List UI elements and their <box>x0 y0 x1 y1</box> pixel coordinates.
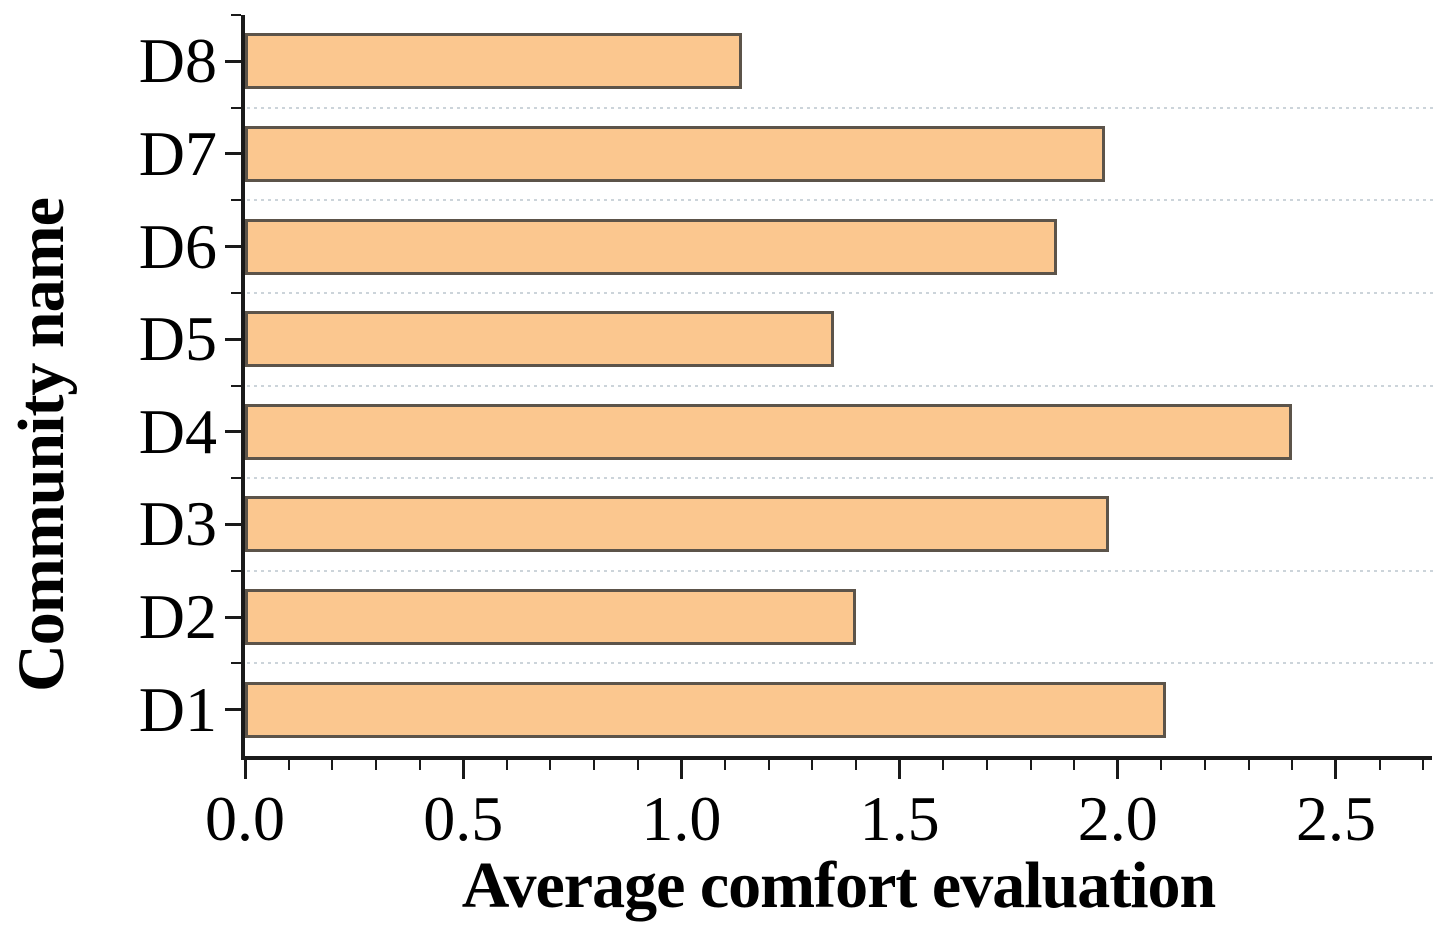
x-axis-minor-tick <box>811 760 814 770</box>
bar-D1 <box>245 681 1166 738</box>
x-axis-minor-tick <box>593 760 596 770</box>
x-tick-label: 2.0 <box>1077 783 1158 854</box>
x-axis-minor-tick <box>549 760 552 770</box>
y-axis-major-tick <box>225 337 241 341</box>
x-axis-major-tick <box>679 760 683 779</box>
x-axis-minor-tick <box>374 760 377 770</box>
y-axis-major-tick <box>225 522 241 526</box>
x-axis-minor-tick <box>942 760 945 770</box>
bar-D3 <box>245 496 1109 553</box>
bar-D5 <box>245 311 834 368</box>
x-axis-minor-tick <box>985 760 988 770</box>
x-axis-major-tick <box>243 760 247 779</box>
x-axis-minor-tick <box>331 760 334 770</box>
category-label-D6: D6 <box>138 210 217 282</box>
gridline <box>247 477 1434 480</box>
x-axis-minor-tick <box>1160 760 1163 770</box>
category-label-D5: D5 <box>138 303 217 375</box>
x-axis-minor-tick <box>418 760 421 770</box>
y-axis-minor-tick <box>231 291 241 294</box>
x-tick-label: 2.5 <box>1295 783 1376 854</box>
x-axis-minor-tick <box>767 760 770 770</box>
x-axis-minor-tick <box>1247 760 1250 770</box>
x-axis-major-tick <box>1334 760 1338 779</box>
y-axis-major-tick <box>225 708 241 712</box>
category-label-D8: D8 <box>138 25 217 97</box>
y-axis-minor-tick <box>231 477 241 480</box>
category-label-D1: D1 <box>138 673 217 745</box>
x-axis-minor-tick <box>1204 760 1207 770</box>
x-axis-minor-tick <box>1422 760 1425 770</box>
x-axis-minor-tick <box>854 760 857 770</box>
x-axis-spine <box>241 756 1432 760</box>
x-axis-minor-tick <box>636 760 639 770</box>
y-axis-spine <box>241 15 245 760</box>
gridline <box>247 662 1434 665</box>
y-axis-minor-tick <box>231 106 241 109</box>
bar-D4 <box>245 403 1292 460</box>
y-axis-major-tick <box>225 430 241 434</box>
y-axis-major-tick <box>225 152 241 156</box>
bar-D6 <box>245 218 1057 275</box>
gridline <box>247 199 1434 202</box>
y-axis-minor-tick <box>231 662 241 665</box>
x-axis-major-tick <box>1116 760 1120 779</box>
category-label-D7: D7 <box>138 117 217 189</box>
x-axis-minor-tick <box>1291 760 1294 770</box>
x-axis-major-tick <box>461 760 465 779</box>
y-axis-minor-tick <box>231 199 241 202</box>
y-axis-minor-tick <box>231 14 241 16</box>
y-axis-major-tick <box>225 245 241 249</box>
x-tick-label: 0.5 <box>423 783 504 854</box>
x-tick-label: 1.5 <box>859 783 940 854</box>
x-axis-title: Average comfort evaluation <box>461 849 1217 922</box>
x-axis-minor-tick <box>1073 760 1076 770</box>
y-axis-minor-tick <box>231 384 241 387</box>
x-tick-label: 1.0 <box>641 783 722 854</box>
x-axis-minor-tick <box>724 760 727 770</box>
y-axis-major-tick <box>225 615 241 619</box>
gridline <box>247 291 1434 294</box>
category-label-D2: D2 <box>138 581 217 653</box>
gridline <box>247 569 1434 572</box>
x-axis-minor-tick <box>287 760 290 770</box>
bar-D2 <box>245 589 856 646</box>
y-axis-major-tick <box>225 59 241 63</box>
category-label-D3: D3 <box>138 488 217 560</box>
x-axis-major-tick <box>898 760 902 779</box>
gridline <box>247 106 1434 109</box>
x-axis-minor-tick <box>1378 760 1381 770</box>
x-tick-label: 0.0 <box>205 783 285 854</box>
gridline <box>247 384 1434 387</box>
category-label-D4: D4 <box>138 395 217 467</box>
bar-D7 <box>245 125 1105 182</box>
bar-D8 <box>245 33 742 90</box>
x-axis-minor-tick <box>1029 760 1032 770</box>
y-axis-minor-tick <box>231 569 241 572</box>
x-axis-minor-tick <box>505 760 508 770</box>
